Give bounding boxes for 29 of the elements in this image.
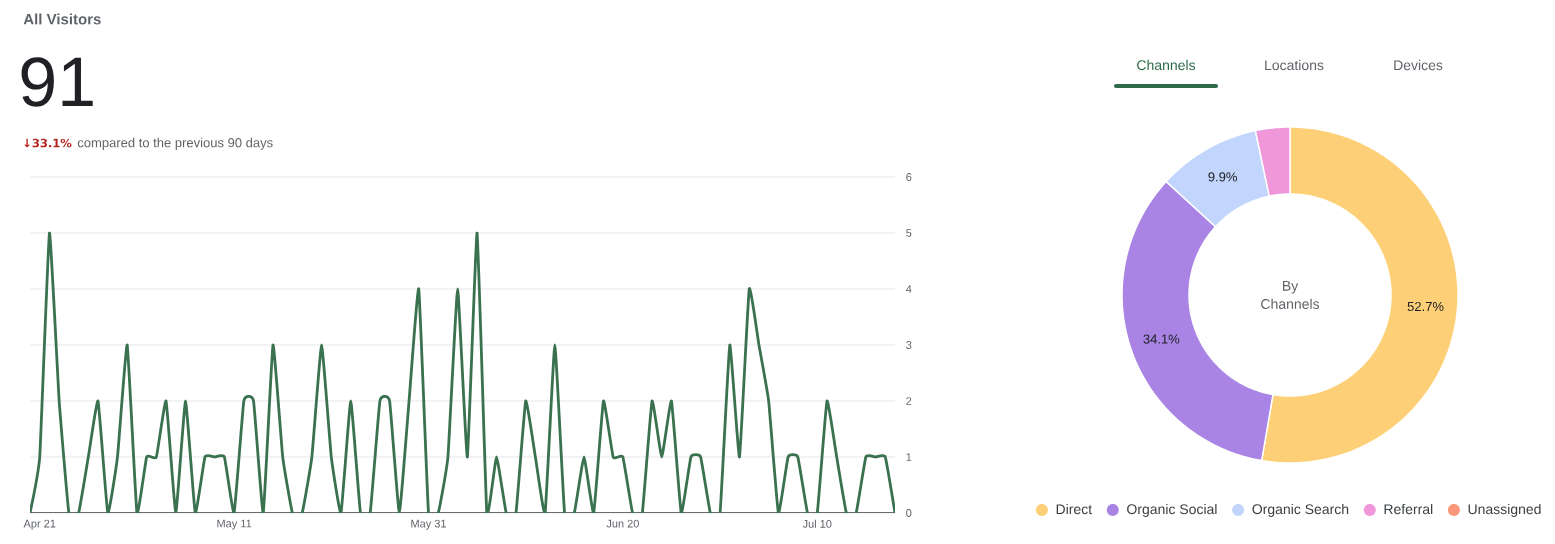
line-series bbox=[30, 231, 896, 513]
text: ↓33.1% bbox=[24, 138, 72, 148]
legend-label: Unassigned bbox=[1468, 503, 1541, 517]
x-tick-label: Jul 10 bbox=[802, 519, 832, 528]
data-label: 34.1% bbox=[1143, 334, 1180, 344]
text: Channels bbox=[1137, 59, 1196, 71]
y-tick-label: 0 bbox=[906, 509, 912, 517]
text: Locations bbox=[1265, 59, 1324, 71]
legend-label: Organic Search bbox=[1252, 503, 1349, 517]
text: 91 bbox=[21, 57, 93, 107]
y-tick-label: 2 bbox=[906, 397, 912, 405]
legend-label: Referral bbox=[1384, 503, 1433, 515]
y-tick-label: 6 bbox=[906, 173, 912, 181]
y-tick-label: 5 bbox=[906, 229, 912, 237]
y-tick-label: 3 bbox=[906, 341, 912, 349]
legend-label: Direct bbox=[1056, 503, 1092, 515]
y-tick-label: 1 bbox=[906, 453, 912, 461]
text: Devices bbox=[1394, 59, 1443, 71]
x-tick-label: Apr 21 bbox=[23, 519, 56, 530]
text: By Channels bbox=[1261, 281, 1320, 309]
x-tick-label: Jun 20 bbox=[606, 519, 639, 528]
legend-label: Organic Social bbox=[1127, 503, 1217, 517]
x-tick-label: May 11 bbox=[217, 519, 252, 530]
data-label: 52.7% bbox=[1407, 301, 1444, 312]
chart-title: All Visitors bbox=[23, 13, 101, 25]
data-label: 9.9% bbox=[1208, 172, 1237, 182]
text: compared to the previous 90 days bbox=[77, 137, 273, 150]
x-tick-label: May 31 bbox=[411, 519, 446, 530]
y-tick-label: 4 bbox=[905, 285, 912, 293]
